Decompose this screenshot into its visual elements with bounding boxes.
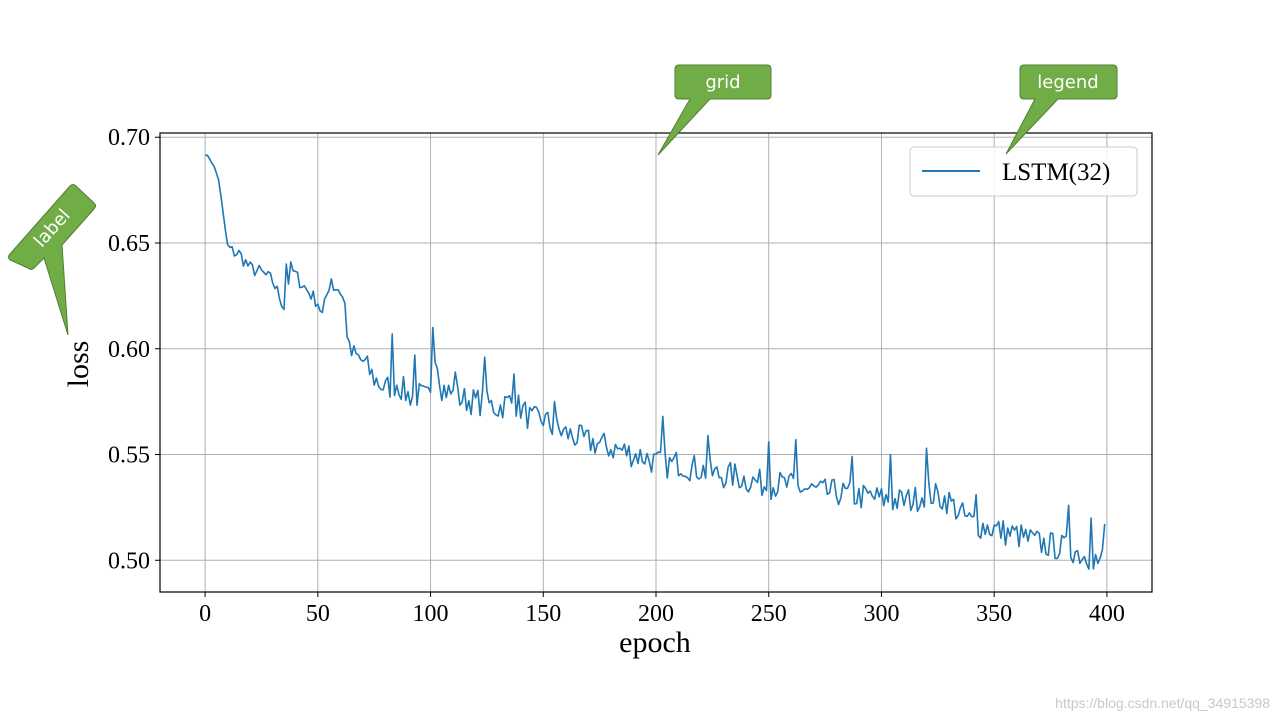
callout-grid-text: grid <box>705 72 740 93</box>
y-axis-ticks: 0.50 0.55 0.60 0.65 0.70 <box>108 125 160 574</box>
x-tick-label: 350 <box>976 601 1012 627</box>
callout-legend-shape <box>1005 64 1118 155</box>
legend: LSTM(32) <box>909 146 1138 197</box>
series-line-lstm32 <box>205 154 1106 570</box>
callout-grid-shape <box>657 64 772 156</box>
x-tick-label: 300 <box>863 601 899 627</box>
series-layer <box>205 154 1106 570</box>
watermark: https://blog.csdn.net/qq_34915398 <box>1055 695 1270 711</box>
x-axis-label: epoch <box>619 626 691 659</box>
callout-label-shape <box>8 184 96 336</box>
legend-label: LSTM(32) <box>1002 159 1110 186</box>
x-tick-label: 400 <box>1089 601 1125 627</box>
x-tick-label: 250 <box>751 601 787 627</box>
y-tick-label: 0.60 <box>108 337 150 363</box>
callout-grid: grid <box>657 64 772 156</box>
x-tick-label: 0 <box>199 601 211 627</box>
x-tick-label: 50 <box>306 601 330 627</box>
x-tick-label: 200 <box>638 601 674 627</box>
callout-label: label <box>8 184 96 336</box>
grid <box>160 133 1152 592</box>
x-tick-label: 150 <box>525 601 561 627</box>
y-tick-label: 0.50 <box>108 548 150 574</box>
callout-legend-text: legend <box>1037 72 1098 93</box>
callout-legend: legend <box>1005 64 1118 155</box>
y-axis-label: loss <box>62 341 95 388</box>
y-tick-label: 0.70 <box>108 125 150 151</box>
y-tick-label: 0.65 <box>108 231 150 257</box>
x-axis-ticks: 0 50 100 150 200 250 300 350 400 <box>199 592 1125 627</box>
x-tick-label: 100 <box>413 601 449 627</box>
legend-box <box>909 146 1138 197</box>
y-tick-label: 0.55 <box>108 443 150 469</box>
